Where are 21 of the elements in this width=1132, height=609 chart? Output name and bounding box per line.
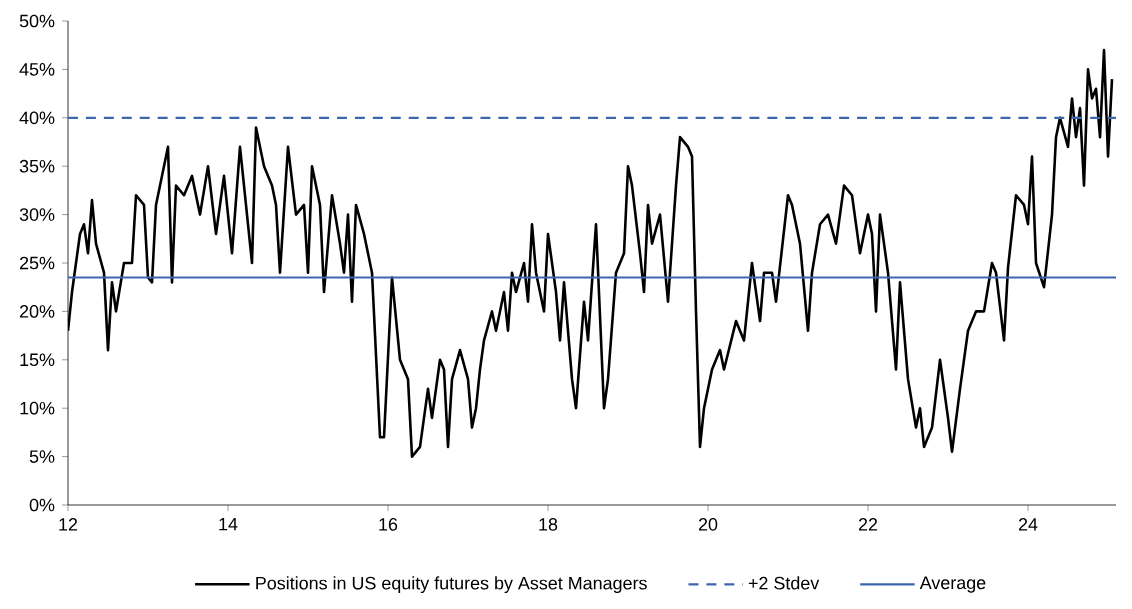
legend-label: Positions in US equity futures by Asset Managers: [256, 576, 647, 593]
x-tick-label: 22: [858, 518, 878, 531]
legend-label: +2 Stdev: [748, 576, 820, 590]
y-tick-label: 45%: [19, 63, 55, 76]
y-tick-label: 35%: [19, 159, 55, 173]
y-tick-label: 15%: [20, 353, 55, 367]
y-tick-label: 5%: [29, 450, 55, 463]
x-tick-label: 24: [1018, 518, 1038, 531]
y-tick-label: 25%: [20, 256, 55, 270]
x-tick-label: 20: [698, 518, 718, 531]
x-tick-label: 14: [219, 518, 238, 531]
y-tick-label: 0%: [29, 498, 55, 512]
x-tick-label: 16: [379, 518, 398, 531]
y-tick-label: 40%: [19, 111, 55, 125]
y-tick-label: 50%: [19, 14, 55, 28]
legend-label: Average: [919, 576, 986, 593]
y-tick-label: 30%: [19, 208, 55, 221]
x-tick-label: 18: [539, 518, 558, 531]
y-tick-label: 20%: [20, 305, 55, 318]
y-tick-label: 10%: [20, 401, 55, 415]
x-tick-label: 12: [59, 518, 78, 531]
